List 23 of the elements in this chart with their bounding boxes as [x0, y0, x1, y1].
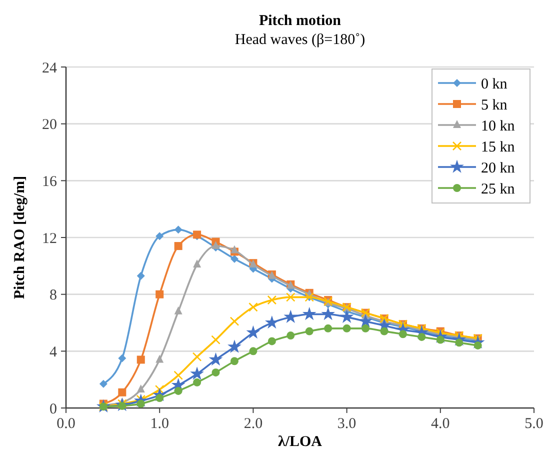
legend-label: 20 kn — [481, 160, 516, 176]
x-tick-label: 2.0 — [244, 416, 263, 432]
x-tick-label: 3.0 — [337, 416, 356, 432]
y-tick-label: 12 — [42, 230, 57, 247]
legend-label: 5 kn — [481, 97, 508, 114]
x-tick-label: 5.0 — [524, 416, 544, 432]
x-tick-label: 4.0 — [431, 416, 450, 432]
y-tick-label: 8 — [50, 288, 57, 304]
legend-label: 25 kn — [481, 181, 516, 198]
x-tick-label: 1.0 — [150, 416, 169, 432]
legend-label: 10 kn — [481, 118, 516, 134]
y-axis-title: Pitch RAO [deg/m] — [12, 176, 28, 300]
legend-label: 15 kn — [481, 139, 516, 156]
y-tick-label: 4 — [50, 344, 58, 360]
chart-title: Pitch motion — [258, 13, 342, 29]
y-tick-label: 16 — [42, 174, 58, 190]
x-tick-label: 0.0 — [56, 416, 76, 432]
y-tick-label: 24 — [42, 60, 58, 76]
y-tick-label: 0 — [50, 401, 57, 418]
chart-subtitle: Head waves (β=180˚) — [234, 32, 366, 48]
legend-label: 0 kn — [481, 76, 508, 92]
x-axis-title: λ/LOA — [278, 434, 322, 450]
y-tick-label: 20 — [42, 117, 57, 134]
